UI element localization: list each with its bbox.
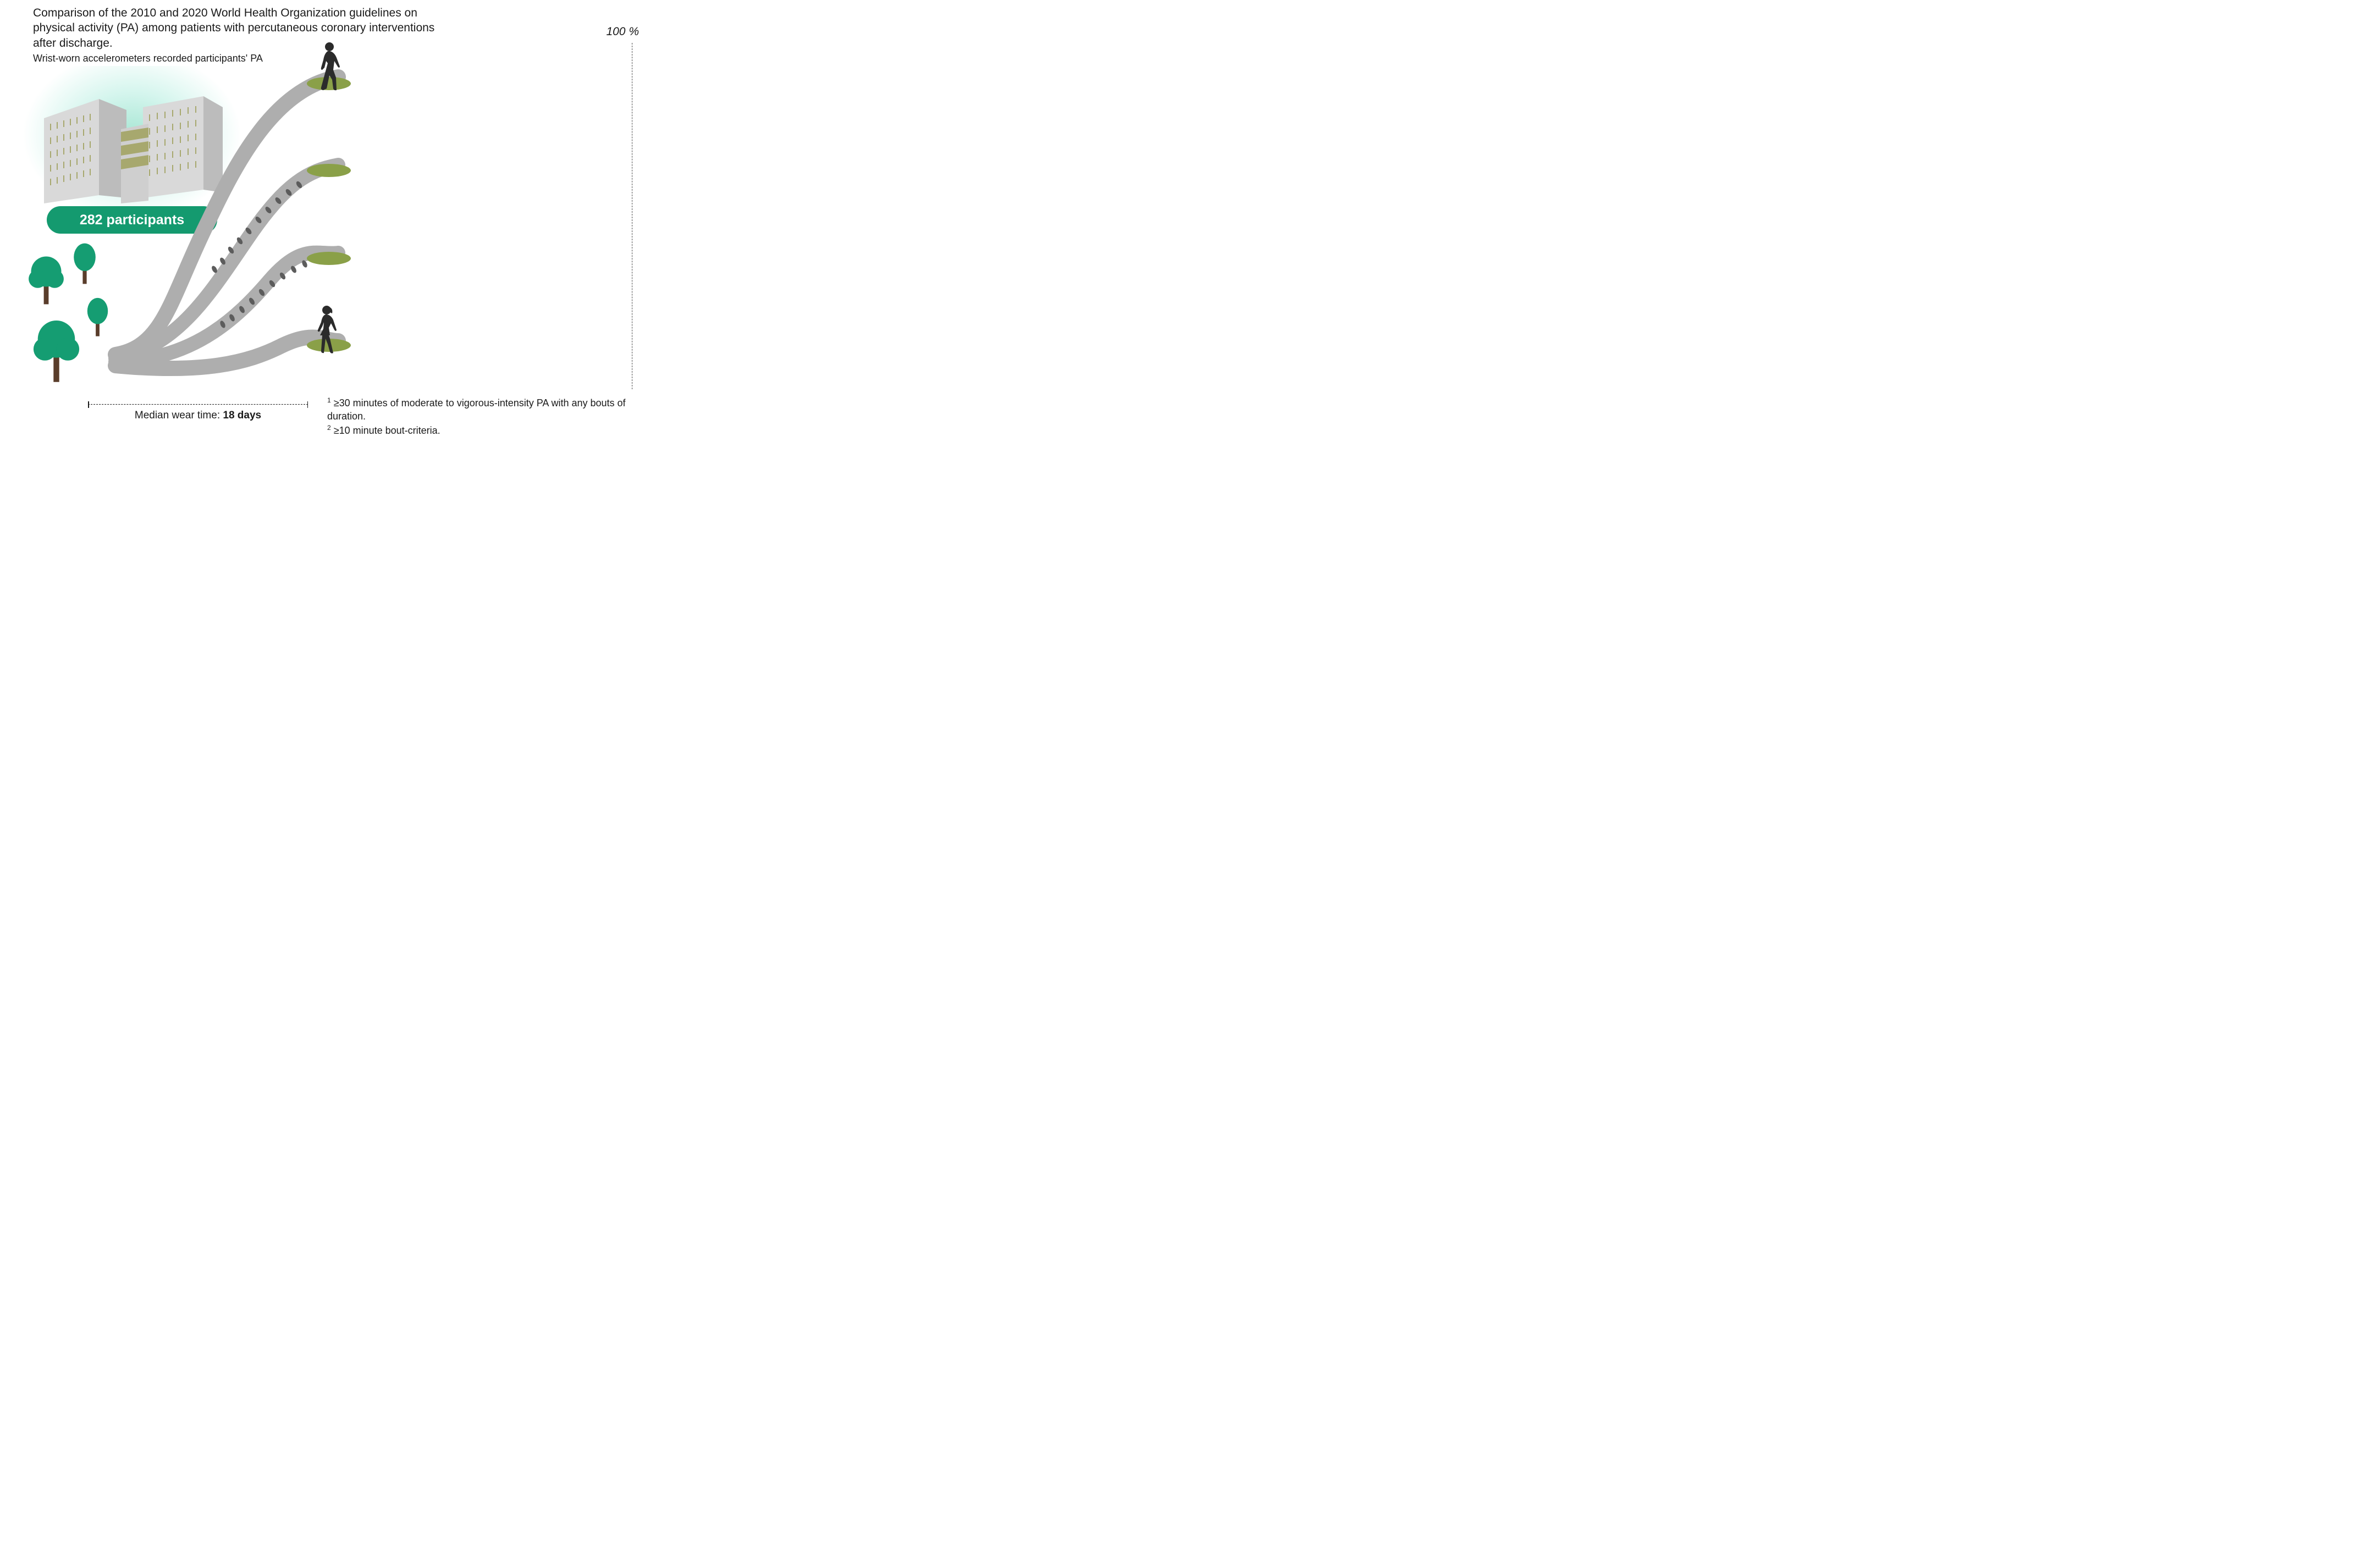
tree-icon: [33, 313, 80, 385]
footnote-1: 1 ≥30 minutes of moderate to vigorous-in…: [327, 396, 635, 423]
footnotes: 1 ≥30 minutes of moderate to vigorous-in…: [327, 396, 635, 437]
tree-icon: [69, 236, 101, 286]
guidelines-bar-chart: 100 %: [327, 43, 643, 389]
tree-icon: [82, 291, 113, 338]
tree-icon: [26, 247, 66, 308]
wear-time-bracket: [88, 404, 308, 405]
axis-max-label: 100 %: [606, 25, 639, 38]
footnote-2: 2 ≥10 minute bout-criteria.: [327, 423, 635, 437]
wear-time-value: 18 days: [223, 410, 261, 421]
wear-time-prefix: Median wear time:: [135, 410, 223, 421]
wear-time-label: Median wear time: 18 days: [88, 410, 308, 422]
